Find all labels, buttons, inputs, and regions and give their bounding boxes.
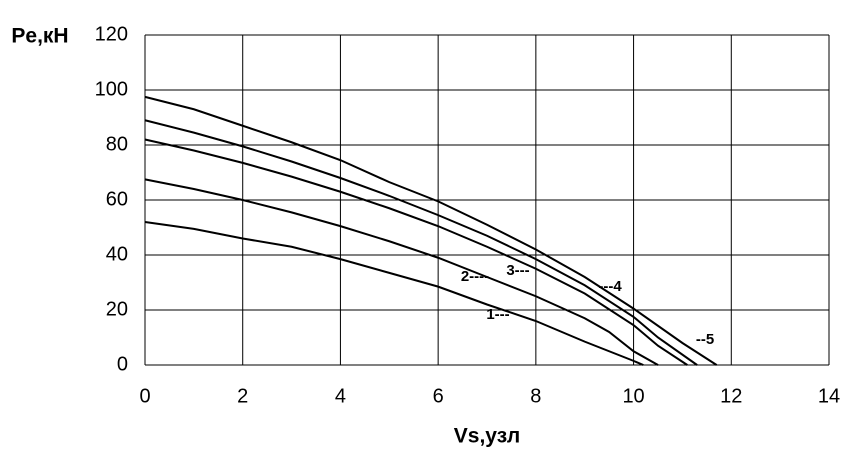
- y-axis-label: Pe,кН: [11, 25, 68, 48]
- x-tick-label: 6: [433, 385, 444, 407]
- y-tick-label: 120: [95, 23, 128, 45]
- x-tick-label: 2: [237, 385, 248, 407]
- curve-label: ---4: [598, 278, 622, 295]
- curve-label: 1---: [486, 306, 509, 323]
- y-tick-label: 100: [95, 78, 128, 100]
- y-tick-label: 80: [106, 133, 128, 155]
- x-tick-label: 14: [818, 385, 840, 407]
- x-axis-label: Vs,узл: [454, 425, 520, 448]
- line: [144, 119, 698, 366]
- line: [144, 178, 659, 366]
- line: [144, 221, 644, 366]
- x-tick-label: 0: [139, 385, 150, 407]
- y-tick-label: 0: [117, 353, 128, 375]
- curve-label: 3---: [506, 262, 529, 279]
- x-tick-label: 12: [720, 385, 742, 407]
- curve-label: 2----: [461, 268, 489, 285]
- line: [144, 95, 718, 366]
- x-tick-label: 10: [622, 385, 644, 407]
- y-tick-label: 40: [106, 243, 128, 265]
- curve-label: --5: [696, 331, 714, 348]
- line: [144, 138, 688, 366]
- y-tick-label: 20: [106, 298, 128, 320]
- y-tick-label: 60: [106, 188, 128, 210]
- x-tick-label: 4: [335, 385, 346, 407]
- x-tick-label: 8: [530, 385, 541, 407]
